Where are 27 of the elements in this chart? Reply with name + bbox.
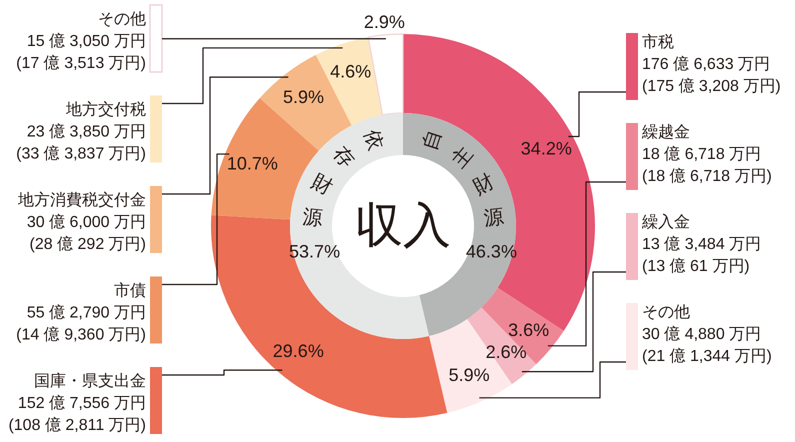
data-label: 3.6% <box>508 320 550 340</box>
slice-label: 繰入金 13 億 3,484 万円 (13 億 61 万円) <box>641 213 762 275</box>
data-label: 5.9% <box>448 364 490 385</box>
data-label: 2.9% <box>364 12 405 32</box>
data-label: 5.9% <box>282 86 324 107</box>
slice-label: 繰越金 18 億 6,718 万円 (18 億 6,718 万円) <box>641 123 772 185</box>
slice-label: 市債 55 億 2,790 万円 (14 億 9,360 万円) <box>16 282 146 344</box>
data-label: 10.7% <box>226 154 278 174</box>
legend-item: 繰入金 13 億 3,484 万円 (13 億 61 万円) <box>626 213 762 280</box>
data-label: 2.6% <box>486 342 527 362</box>
legend-item: 市債 55 億 2,790 万円 (14 億 9,360 万円) <box>16 276 162 344</box>
legend-item: 市税 176 億 6,633 万円 (175 億 3,208 万円) <box>626 33 781 100</box>
legend-item: 地方交付税 23 億 3,850 万円 (33 億 3,837 万円) <box>16 96 162 162</box>
data-label: 34.2% <box>520 138 572 158</box>
legend-item: その他 30 億 4,880 万円 (21 億 1,344 万円) <box>626 303 772 370</box>
legend-item: その他 15 億 3,050 万円 (17 億 3,513 万円) <box>16 4 163 73</box>
data-label: 29.6% <box>272 340 324 361</box>
legend-item: 繰越金 18 億 6,718 万円 (18 億 6,718 万円) <box>626 123 772 190</box>
legend-item: 国庫・県支出金 152 億 7,556 万円 (108 億 2,811 万円) <box>8 367 162 434</box>
slice-label: 市税 176 億 6,633 万円 (175 億 3,208 万円) <box>642 33 781 95</box>
slice-label: 地方交付税 23 億 3,850 万円 (33 億 3,837 万円) <box>16 100 146 162</box>
data-label: 4.6% <box>330 62 372 82</box>
legend-item: 地方消費税交付金 30 億 6,000 万円 (28 億 292 万円) <box>18 186 162 253</box>
slice-label: その他 30 億 4,880 万円 (21 億 1,344 万円) <box>642 304 772 365</box>
slice-label: 地方消費税交付金 30 億 6,000 万円 (28 億 292 万円) <box>17 191 146 253</box>
slice-label: その他 15 億 3,050 万円 (17 億 3,513 万円) <box>16 11 146 72</box>
slice-label: 国庫・県支出金 152 億 7,556 万円 (108 億 2,811 万円) <box>8 372 146 434</box>
